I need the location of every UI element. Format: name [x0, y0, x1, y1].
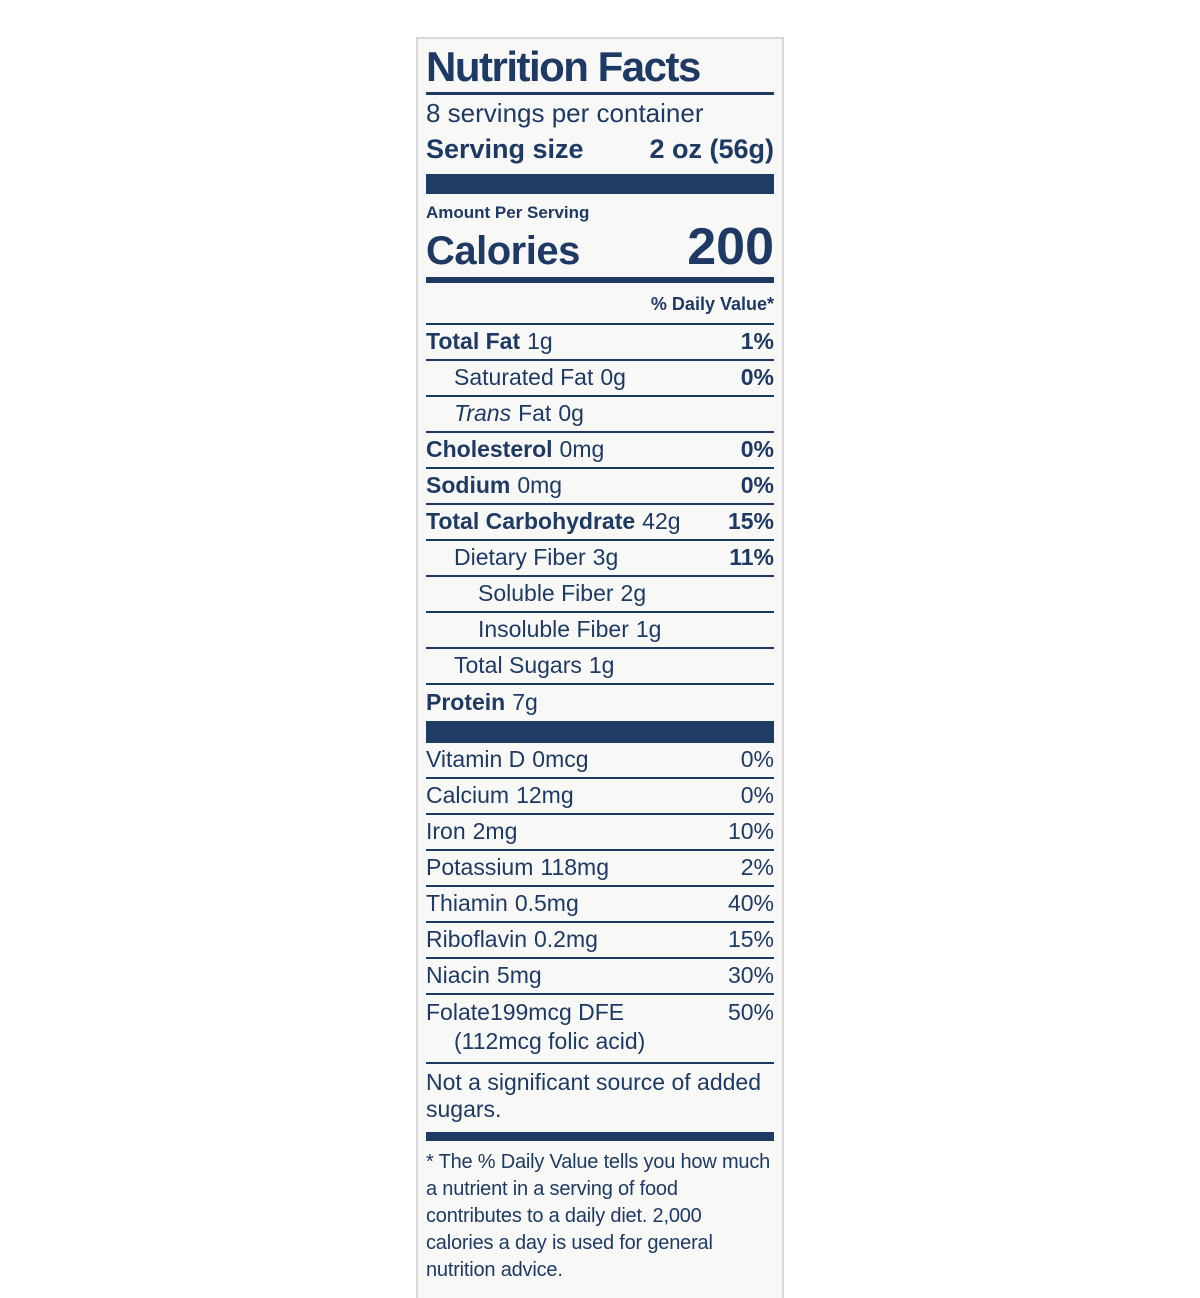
serving-size-row: Serving size 2 oz (56g)	[426, 134, 774, 165]
calories-row: Calories 200	[426, 221, 774, 273]
micronutrient-row-vitamin-d: Vitamin D 0mcg 0%	[426, 743, 774, 779]
nutrient-name: Potassium	[426, 854, 534, 881]
calories-label: Calories	[426, 228, 580, 273]
section-bar-top	[426, 173, 774, 194]
nutrient-name: Saturated Fat	[454, 364, 594, 391]
nutrient-name: Fat	[518, 400, 552, 427]
micronutrient-row-folate: Folate199mcg DFE 50% (112mcg folic acid)	[426, 995, 774, 1064]
nutrient-row-sodium: Sodium 0mg 0%	[426, 469, 774, 505]
nutrient-name: Insoluble Fiber	[478, 616, 629, 643]
nutrient-amount: 199mcg DFE	[489, 999, 625, 1026]
nutrient-dv: 1%	[740, 328, 774, 355]
nutrient-dv: 30%	[727, 962, 774, 989]
nutrient-row-total-sugars: Total Sugars 1g	[426, 649, 774, 685]
nutrient-dv: 15%	[727, 926, 774, 953]
nutrient-name: Calcium	[426, 782, 510, 809]
added-sugars-note: Not a significant source of added sugars…	[426, 1068, 761, 1122]
nutrient-amount: 7g	[512, 689, 538, 716]
section-bar-middle	[426, 720, 774, 743]
nutrient-name: Riboflavin	[426, 926, 527, 953]
nutrient-row-soluble-fiber: Soluble Fiber 2g	[426, 577, 774, 613]
nutrient-dv: 15%	[727, 508, 774, 535]
nutrient-amount: 0mg	[559, 436, 605, 463]
nutrient-name: Soluble Fiber	[478, 580, 614, 607]
nutrient-dv: 40%	[727, 890, 774, 917]
nutrient-amount: 42g	[642, 508, 681, 535]
micronutrient-row-niacin: Niacin 5mg 30%	[426, 959, 774, 995]
nutrient-row-saturated-fat: Saturated Fat 0g 0%	[426, 361, 774, 397]
serving-size-value: 2 oz (56g)	[649, 133, 774, 164]
daily-value-footnote: * The % Daily Value tells you how much a…	[426, 1150, 771, 1281]
nutrient-name: Folate	[426, 999, 490, 1026]
nutrient-amount: 1g	[527, 328, 553, 355]
nutrient-amount: 0mg	[517, 472, 563, 499]
micronutrient-row-calcium: Calcium 12mg 0%	[426, 779, 774, 815]
nutrient-dv: 0%	[740, 472, 774, 499]
nutrient-dv: 0%	[740, 436, 774, 463]
nutrient-name: Total Sugars	[454, 652, 582, 679]
nutrient-row-dietary-fiber: Dietary Fiber 3g 11%	[426, 541, 774, 577]
nutrient-name: Dietary Fiber	[454, 544, 586, 571]
nutrient-amount: 3g	[592, 544, 619, 571]
nutrient-amount: 118mg	[540, 854, 609, 881]
nutrient-dv: 0%	[740, 364, 774, 391]
nutrient-amount: 0.5mg	[514, 890, 579, 917]
nutrient-dv: 0%	[740, 782, 774, 809]
nutrient-name: Sodium	[426, 472, 511, 499]
nutrient-dv: 2%	[740, 854, 774, 881]
nutrition-facts-panel: Nutrition Facts 8 servings per container…	[416, 37, 784, 1298]
nutrient-dv: 50%	[727, 999, 774, 1026]
nutrient-name: Thiamin	[426, 890, 508, 917]
nutrient-amount: 0g	[600, 364, 626, 391]
nutrient-name: Total Fat	[426, 328, 521, 355]
nutrition-facts-title: Nutrition Facts	[426, 43, 701, 90]
nutrient-row-cholesterol: Cholesterol 0mg 0%	[426, 433, 774, 469]
nutrient-name: Cholesterol	[426, 436, 553, 463]
nutrient-amount: 5mg	[496, 962, 542, 989]
micronutrient-row-riboflavin: Riboflavin 0.2mg 15%	[426, 923, 774, 959]
nutrient-name: Niacin	[426, 962, 490, 989]
amount-per-serving-label: Amount Per Serving	[426, 202, 590, 222]
nutrient-amount: 0mcg	[532, 746, 589, 773]
section-bar-bottom	[426, 1131, 774, 1141]
nutrient-row-protein: Protein 7g	[426, 685, 774, 721]
serving-size-label: Serving size	[426, 133, 584, 164]
nutrient-dv: 11%	[729, 544, 774, 571]
nutrient-amount: 2g	[620, 580, 647, 607]
nutrient-amount: 0g	[558, 400, 584, 427]
micronutrient-row-potassium: Potassium 118mg 2%	[426, 851, 774, 887]
nutrient-amount: 0.2mg	[534, 926, 598, 953]
nutrient-name: Iron	[426, 818, 466, 845]
nutrient-name: Vitamin D	[426, 746, 526, 773]
calories-divider	[426, 276, 774, 283]
calories-value: 200	[687, 217, 774, 276]
nutrient-row-total-fat: Total Fat 1g 1%	[426, 325, 774, 361]
nutrient-name: Total Carbohydrate	[426, 508, 636, 535]
nutrient-amount: 2mg	[472, 818, 518, 845]
nutrient-row-total-carbohydrate: Total Carbohydrate 42g 15%	[426, 505, 774, 541]
servings-per-container: 8 servings per container	[426, 98, 704, 129]
nutrient-amount: 1g	[635, 616, 662, 643]
micronutrient-row-iron: Iron 2mg 10%	[426, 815, 774, 851]
micronutrient-row-thiamin: Thiamin 0.5mg 40%	[426, 887, 774, 923]
dv-header-divider	[426, 322, 774, 325]
nutrient-amount: 1g	[588, 652, 615, 679]
nutrient-row-insoluble-fiber: Insoluble Fiber 1g	[426, 613, 774, 649]
daily-value-header: % Daily Value*	[650, 293, 774, 314]
nutrient-dv: 10%	[727, 818, 774, 845]
nutrient-name-italic: Trans	[454, 400, 512, 427]
nutrient-row-trans-fat: Trans Fat 0g	[426, 397, 774, 433]
title-divider	[426, 92, 774, 96]
nutrient-amount: 12mg	[516, 782, 574, 809]
folate-sub-detail: (112mcg folic acid)	[454, 1027, 646, 1054]
nutrient-dv: 0%	[740, 746, 774, 773]
nutrient-name: Protein	[426, 689, 506, 716]
